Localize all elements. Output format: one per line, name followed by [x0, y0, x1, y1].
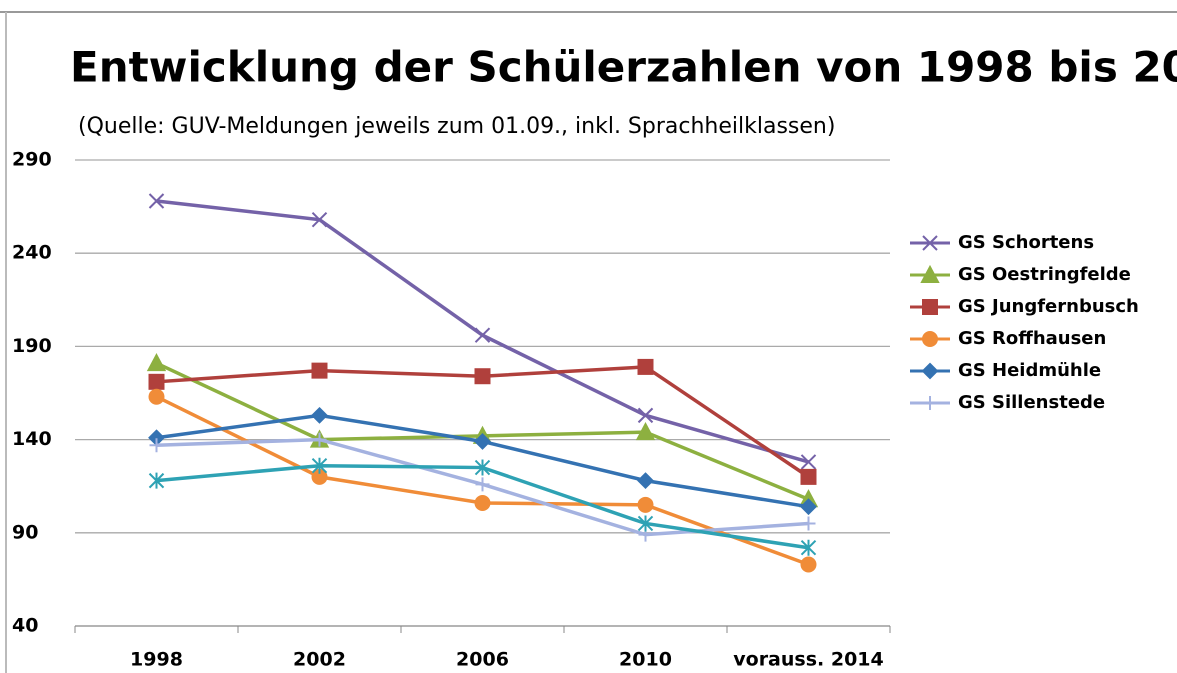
- marker: [800, 556, 817, 573]
- legend-label: GS Heidmühle: [958, 360, 1101, 381]
- marker: [475, 477, 490, 492]
- x-tick-label: 1998: [130, 649, 183, 671]
- marker: [311, 457, 328, 474]
- x-tick-label: 2010: [619, 649, 672, 671]
- marker: [148, 472, 165, 489]
- marker: [311, 406, 328, 424]
- marker: [474, 433, 491, 450]
- y-tick-label: 140: [12, 428, 52, 450]
- chart-title: Entwicklung der Schülerzahlen von 1998 b…: [70, 43, 1177, 92]
- x-tick-label: vorauss. 2014: [733, 649, 884, 671]
- marker: [637, 472, 654, 490]
- y-tick-label: 240: [12, 242, 52, 264]
- y-tick-label: 90: [12, 521, 38, 543]
- marker: [800, 468, 817, 485]
- legend-label: GS Roffhausen: [958, 328, 1106, 349]
- y-tick-label: 40: [12, 615, 38, 637]
- marker: [637, 515, 654, 532]
- marker: [146, 353, 167, 372]
- marker: [922, 235, 938, 251]
- marker: [920, 264, 940, 283]
- marker: [923, 396, 937, 410]
- marker: [474, 327, 491, 343]
- marker: [311, 362, 328, 379]
- marker: [637, 407, 654, 424]
- x-tick-label: 2002: [293, 649, 346, 671]
- marker: [148, 388, 165, 405]
- marker: [800, 454, 817, 470]
- marker: [637, 358, 654, 375]
- y-tick-label: 290: [12, 149, 52, 171]
- marker: [922, 299, 938, 315]
- marker: [149, 438, 164, 453]
- legend-label: GS Jungfernbusch: [958, 296, 1139, 317]
- legend-label: GS Oestringfelde: [958, 264, 1131, 285]
- marker: [474, 459, 491, 476]
- legend-label: GS Schortens: [958, 232, 1094, 253]
- marker: [474, 368, 491, 385]
- y-tick-label: 190: [12, 335, 52, 357]
- marker: [921, 362, 939, 380]
- marker: [311, 211, 328, 228]
- marker: [800, 539, 817, 556]
- marker: [148, 193, 165, 209]
- marker: [801, 516, 816, 531]
- legend-label: GS Sillenstede: [958, 392, 1105, 413]
- marker: [635, 422, 656, 441]
- chart-subtitle: (Quelle: GUV-Meldungen jeweils zum 01.09…: [78, 114, 835, 139]
- marker: [800, 498, 817, 516]
- x-tick-label: 2006: [456, 649, 509, 671]
- marker: [637, 496, 654, 513]
- marker: [148, 373, 165, 390]
- marker: [922, 331, 938, 347]
- marker: [474, 494, 491, 511]
- marker: [312, 432, 327, 447]
